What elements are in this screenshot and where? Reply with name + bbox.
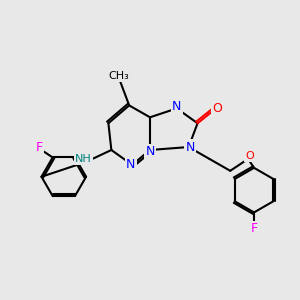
Text: F: F <box>250 222 258 235</box>
Text: CH₃: CH₃ <box>108 71 129 81</box>
Text: N: N <box>126 158 135 171</box>
Text: O: O <box>212 102 222 115</box>
Text: F: F <box>36 140 43 154</box>
Text: N: N <box>172 100 182 113</box>
Text: NH: NH <box>75 154 92 164</box>
Text: N: N <box>185 140 195 154</box>
Text: O: O <box>245 151 254 161</box>
Text: N: N <box>145 145 155 158</box>
